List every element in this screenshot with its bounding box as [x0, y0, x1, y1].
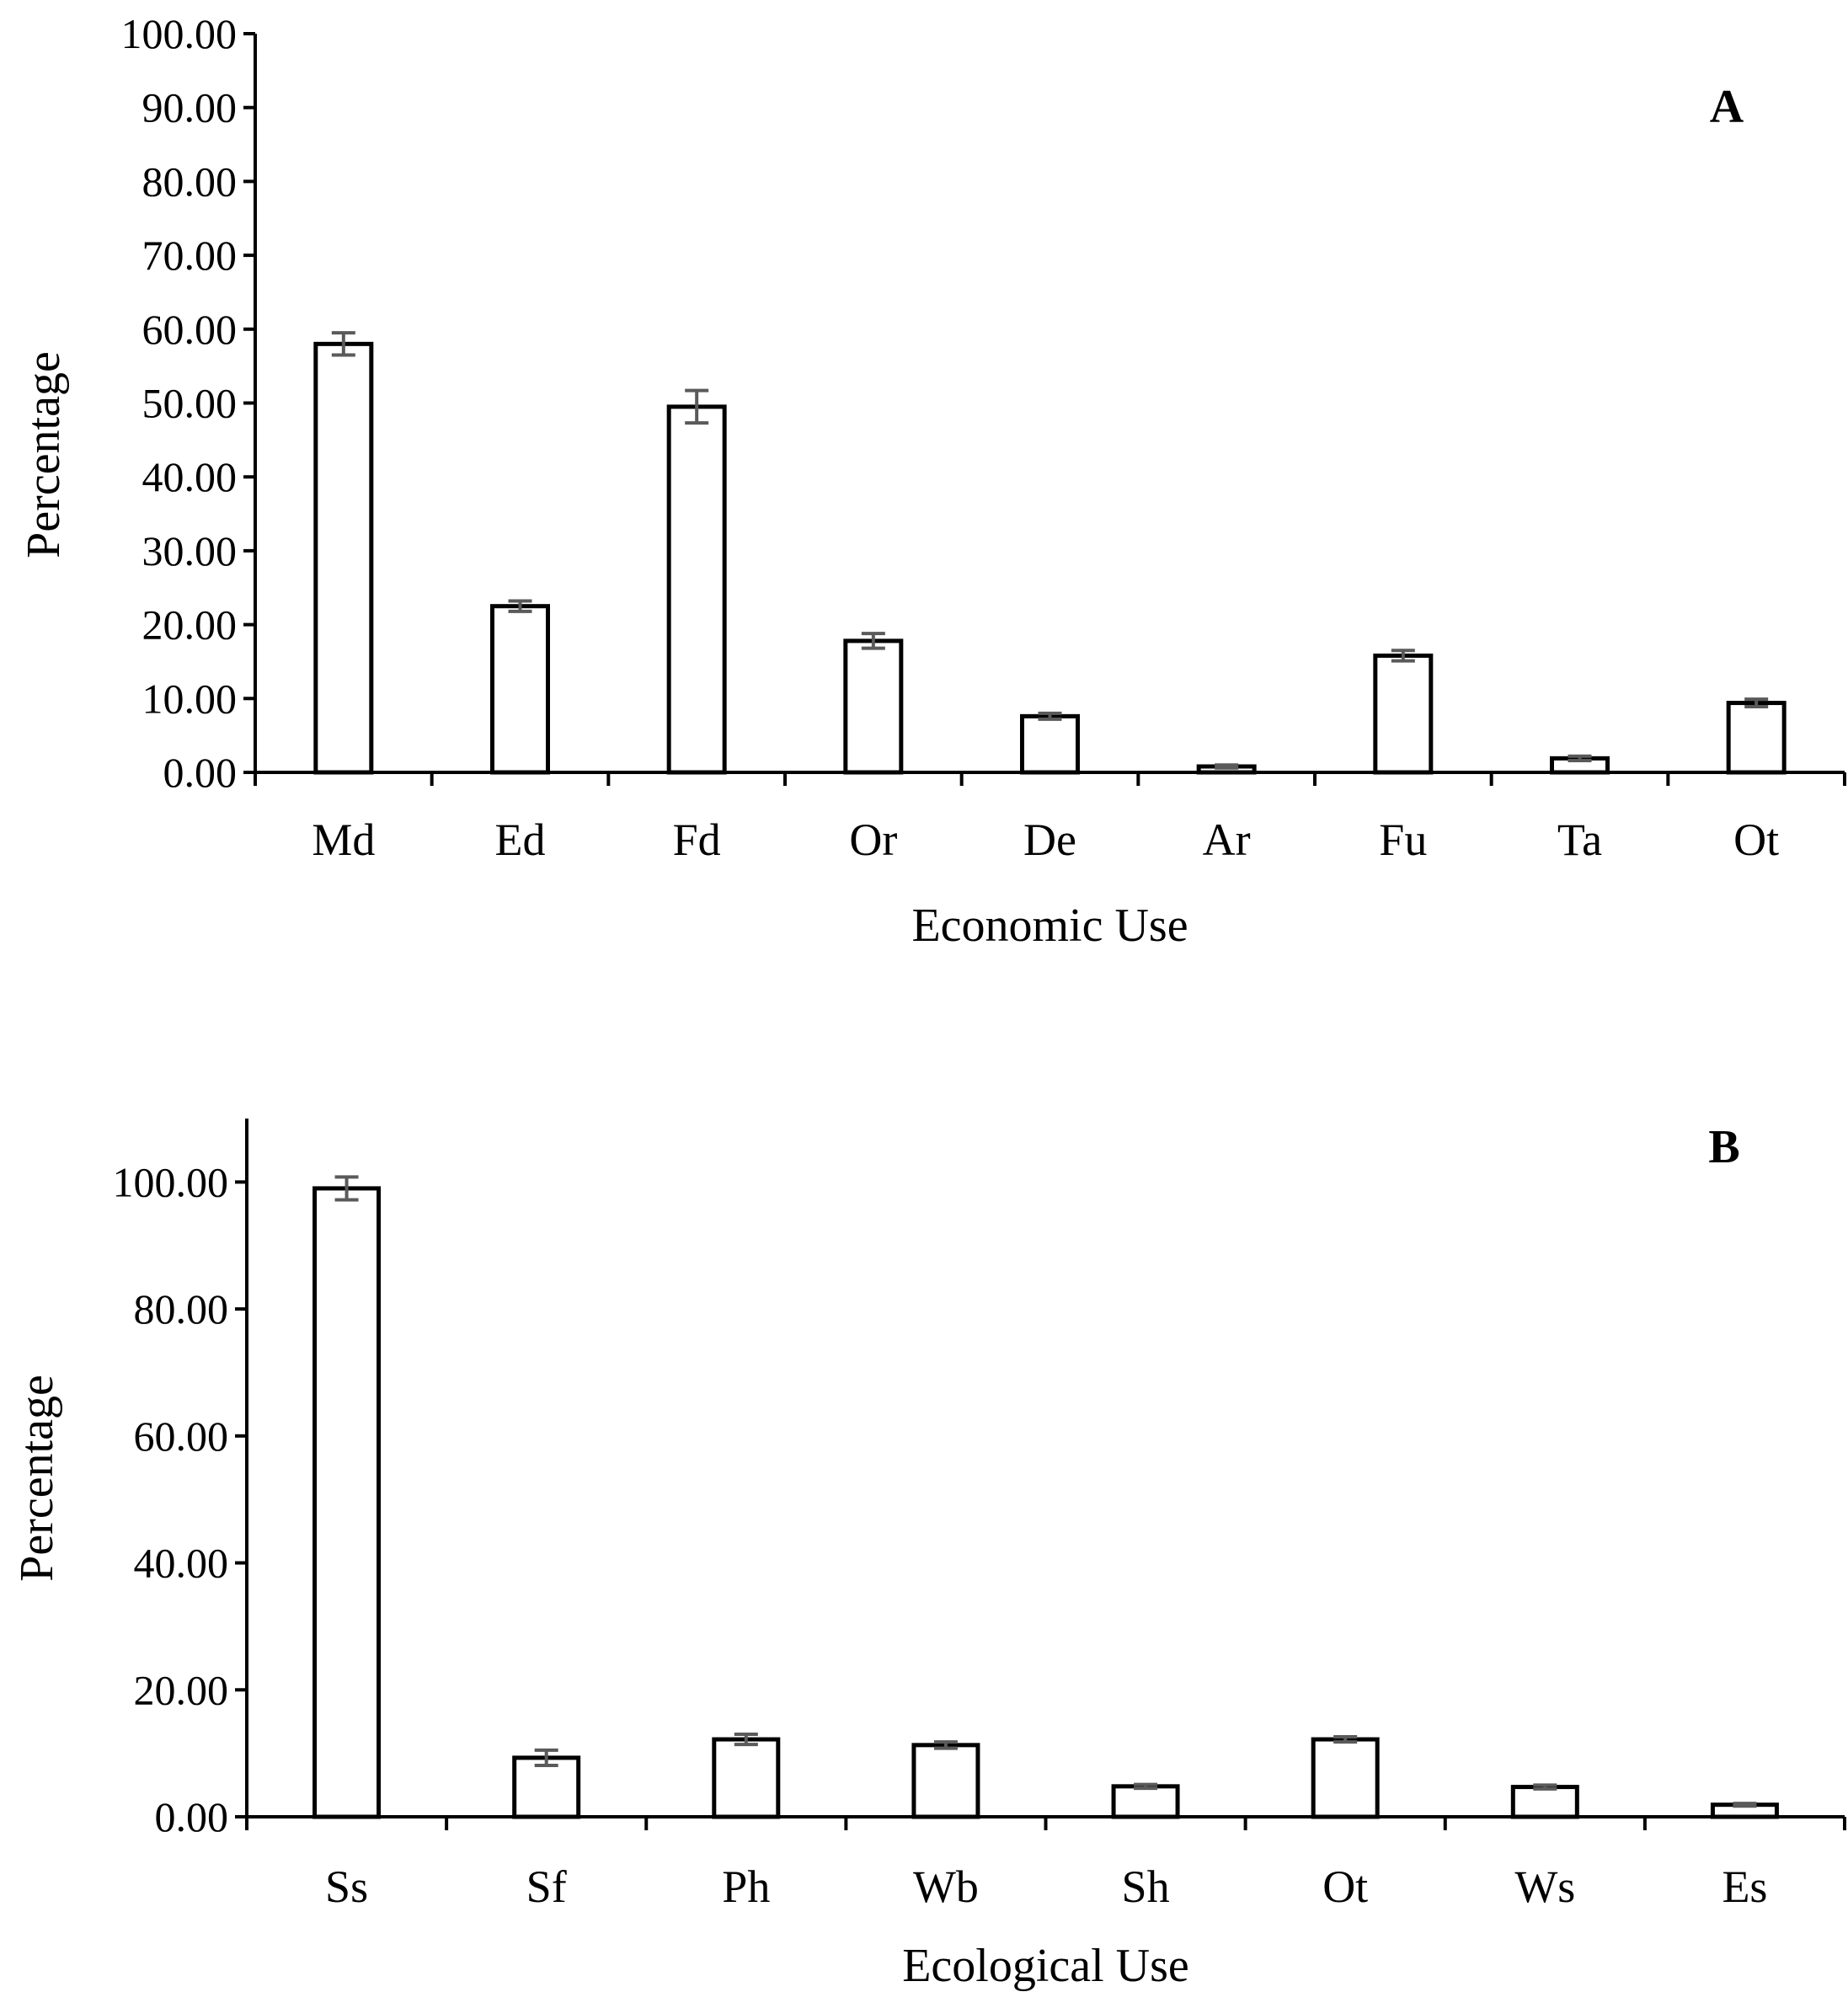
y-tick-label: 30.00	[142, 527, 238, 574]
bar-wb	[911, 1743, 980, 1819]
y-tick-label: 40.00	[134, 1540, 229, 1587]
category-label: Wb	[913, 1861, 979, 1912]
panel-a-economic-use: 0.00 10.00 20.00 30.00 40.00 50.00 60.00 70.00 8…	[18, 10, 1846, 952]
y-tick-label: 60.00	[142, 306, 238, 353]
category-label: Sh	[1122, 1861, 1170, 1912]
bar-ss	[312, 1186, 382, 1819]
y-tick-label: 20.00	[142, 601, 238, 649]
category-label: De	[1023, 814, 1076, 865]
bar-ot	[1726, 701, 1787, 775]
x-axis-title: Economic Use	[911, 900, 1188, 952]
category-label: Ed	[495, 814, 546, 865]
bar-md	[313, 341, 374, 775]
bar-sh	[1111, 1784, 1180, 1819]
bar-ws	[1510, 1785, 1579, 1819]
y-tick-label: 0.00	[155, 1793, 229, 1840]
panel-b-ecological-use: 0.00 20.00 40.00 60.00 80.00 100.00 Ss Sf Ph Wb Sh…	[11, 1119, 1846, 1992]
category-label: Ws	[1514, 1861, 1575, 1912]
bar-de	[1020, 713, 1080, 775]
y-tick-label: 20.00	[134, 1666, 229, 1713]
y-tick-label: 90.00	[142, 84, 238, 131]
category-label: Ta	[1557, 814, 1602, 865]
category-label: Ph	[722, 1861, 770, 1912]
y-tick-label: 60.00	[134, 1413, 229, 1460]
y-tick-label: 40.00	[142, 453, 238, 500]
y-tick-label: 0.00	[163, 749, 238, 796]
y-tick-label: 80.00	[142, 158, 238, 205]
category-label: Ar	[1203, 814, 1251, 865]
bar-sf	[512, 1755, 581, 1819]
panel-label: B	[1708, 1121, 1739, 1173]
y-tick-label: 10.00	[142, 675, 238, 722]
y-tick-label: 100.00	[121, 10, 238, 57]
category-label: Fd	[673, 814, 721, 865]
bar-ed	[490, 604, 550, 775]
category-label: Fu	[1379, 814, 1427, 865]
category-label: Ot	[1322, 1861, 1368, 1912]
bar-fu	[1373, 653, 1434, 775]
category-label: Or	[849, 814, 897, 865]
category-label: Md	[312, 814, 375, 865]
y-tick-label: 100.00	[113, 1158, 229, 1205]
y-tick-label: 50.00	[142, 380, 238, 427]
y-axis-title: Percentage	[18, 351, 70, 558]
category-label: Es	[1722, 1861, 1767, 1912]
y-axis-title: Percentage	[11, 1375, 63, 1582]
panel-label: A	[1710, 81, 1744, 133]
bar-ph	[712, 1737, 781, 1819]
category-label: Ss	[325, 1861, 368, 1912]
bar-fd	[666, 404, 727, 775]
category-label: Ot	[1733, 814, 1779, 865]
bar-ot	[1311, 1737, 1380, 1819]
category-label: Sf	[526, 1861, 567, 1912]
x-axis-title: Ecological Use	[902, 1940, 1189, 1992]
bar-or	[843, 638, 904, 775]
y-tick-label: 70.00	[142, 232, 238, 279]
y-tick-label: 80.00	[134, 1285, 229, 1332]
